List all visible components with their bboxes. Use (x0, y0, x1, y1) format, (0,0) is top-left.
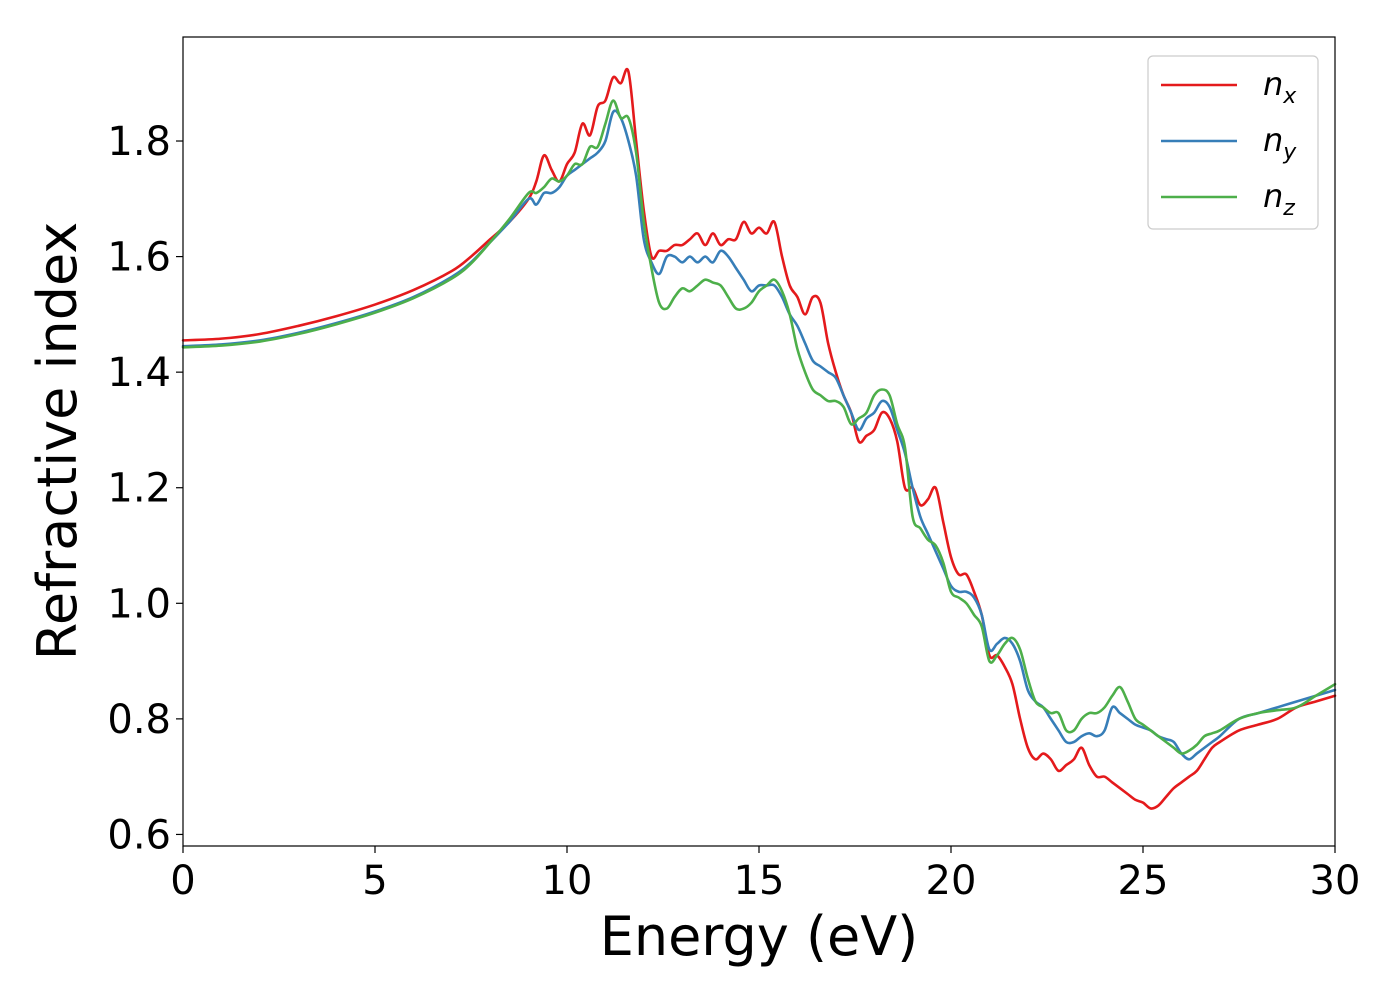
x-axis-label: Energy (eV) (600, 905, 919, 968)
y-tick-label: 1.0 (107, 581, 171, 627)
series-line-z (181, 99, 1337, 755)
y-tick-label: 0.6 (107, 812, 171, 858)
series-layer (181, 67, 1337, 810)
legend-box (1147, 55, 1319, 230)
x-tick-label: 5 (362, 858, 387, 904)
y-tick-label: 1.8 (107, 119, 171, 165)
x-axis-ticks: 0 5 10 15 20 25 30 (170, 846, 1360, 904)
x-tick-label: 15 (734, 858, 785, 904)
x-tick-label: 25 (1118, 858, 1169, 904)
x-tick-label: 10 (542, 858, 593, 904)
y-axis-label: Refractive index (26, 222, 89, 661)
x-tick-label: 0 (170, 858, 195, 904)
y-axis-ticks: 0.6 0.8 1.0 1.2 1.4 1.6 1.8 (107, 119, 183, 858)
y-tick-label: 1.6 (107, 235, 171, 281)
y-tick-label: 1.2 (107, 466, 171, 512)
x-tick-label: 30 (1310, 858, 1361, 904)
y-tick-label: 1.4 (107, 350, 171, 396)
x-tick-label: 20 (926, 858, 977, 904)
y-tick-label: 0.8 (107, 697, 171, 743)
